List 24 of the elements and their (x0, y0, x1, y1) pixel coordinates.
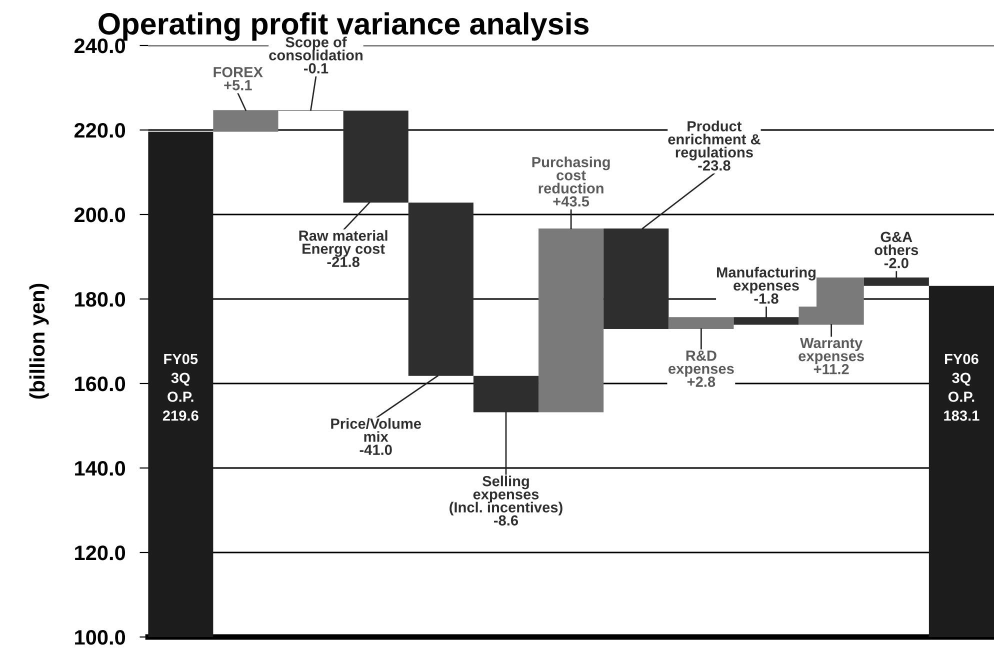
bar (538, 228, 604, 412)
y-tick-label: 120.0 (75, 546, 126, 560)
y-tick-label: 220.0 (74, 123, 126, 138)
y-axis-title: (billion yen) (29, 284, 49, 399)
y-tick-label: 100.0 (75, 630, 126, 645)
bar (668, 317, 734, 329)
annotation: Product enrichment & regulations -23.8 (668, 120, 760, 171)
bar (213, 110, 278, 132)
annotation: Purchasing cost reduction +43.5 (532, 156, 610, 207)
annotation: FY06 3Q O.P. 183.1 (944, 354, 980, 421)
y-tick-label: 140.0 (75, 461, 126, 476)
y-tick-label: 160.0 (75, 376, 126, 392)
annotation: FY05 3Q O.P. 219.6 (162, 354, 198, 421)
annotation: Manufacturing expenses -1.8 (717, 266, 816, 304)
annotation: FOREX +5.1 (214, 66, 263, 90)
y-tick-label: 200.0 (74, 208, 126, 222)
y-tick-label: 240.0 (74, 38, 126, 54)
annotation: Warranty expenses +11.2 (798, 338, 864, 374)
annotation: Raw material Energy cost -21.8 (299, 230, 388, 268)
annotation: R&D expenses +2.8 (668, 350, 734, 387)
annotation: G&A others -2.0 (874, 232, 918, 268)
annotation: Price/Volume mix -41.0 (331, 418, 422, 455)
y-tick-label: 180.0 (75, 292, 126, 307)
annotation: Selling expenses (Incl. incentives) -8.6 (450, 476, 562, 526)
